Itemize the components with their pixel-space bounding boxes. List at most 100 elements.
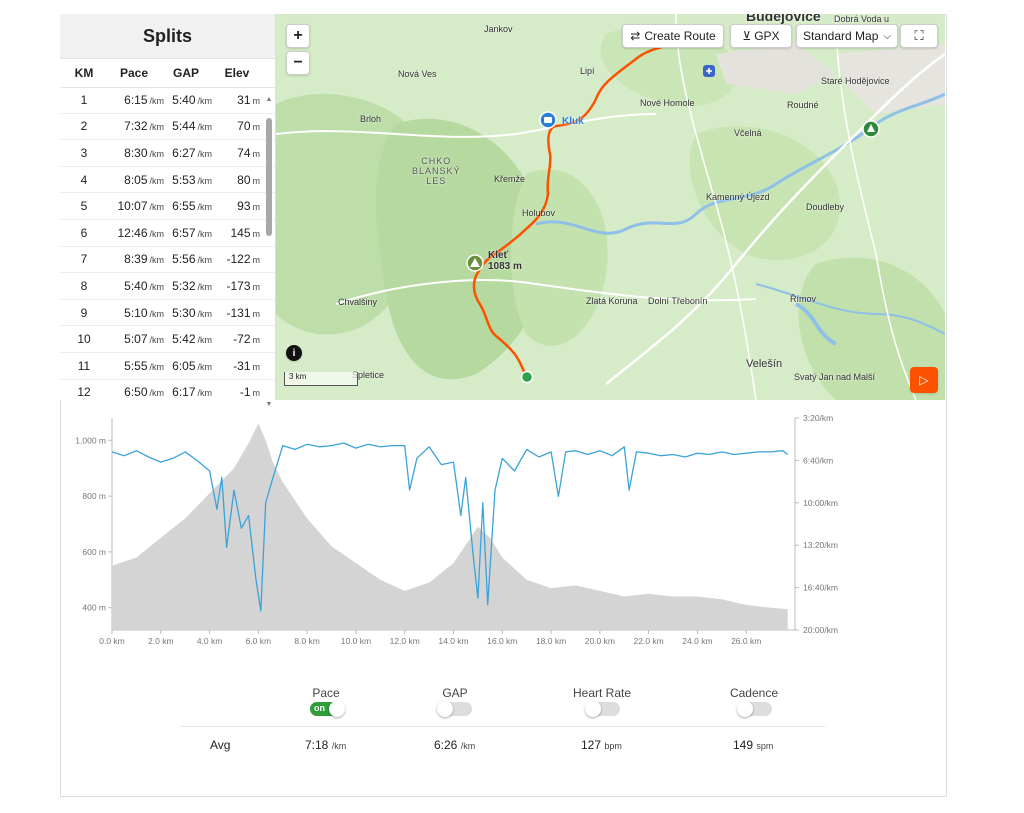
heart-rate-toggle-knob <box>585 701 601 717</box>
split-row[interactable]: 5 10:07/km 6:55/km 93 m <box>60 193 275 220</box>
split-elev-value: -1 <box>239 385 251 400</box>
split-km: 2 <box>80 119 88 134</box>
heart-rate-toggle[interactable] <box>585 701 620 717</box>
zoom-in-button[interactable]: + <box>286 24 310 48</box>
split-km: 6 <box>80 225 88 240</box>
splits-panel: Splits KM Pace GAP Elev 1 6:15/km 5:40/km 3… <box>60 14 276 408</box>
split-gap: 6:27/km <box>164 146 212 160</box>
split-elev: 74 m <box>212 146 260 160</box>
avg-pace-value: 7:18 <box>305 738 329 752</box>
heart-rate-toggle-label: Heart Rate <box>572 686 632 700</box>
splits-table-body[interactable]: 1 6:15/km 5:40/km 31 m 2 7:32/km 5:44/km 70 m 3 8:3… <box>60 87 275 400</box>
y-right-tick-label: 13:20/km <box>803 540 838 550</box>
split-gap: 5:40/km <box>164 93 212 107</box>
split-elev: 145 m <box>212 226 260 240</box>
col-pace: Pace <box>119 66 149 80</box>
split-elev: -1 m <box>212 385 260 399</box>
split-row[interactable]: 4 8:05/km 5:53/km 80 m <box>60 167 275 194</box>
split-row[interactable]: 10 5:07/km 5:42/km -72 m <box>60 326 275 353</box>
elevation-area <box>112 423 788 630</box>
map-label-dobra-voda: Dobrá Voda u <box>834 14 890 24</box>
split-row[interactable]: 7 8:39/km 5:56/km -122 m <box>60 247 275 274</box>
fullscreen-button[interactable]: ⛶ <box>900 24 938 48</box>
y-left-tick-label: 400 m <box>82 603 106 613</box>
gpx-button[interactable]: ⊻ GPX <box>730 24 792 48</box>
split-pace: 8:39/km <box>108 252 164 266</box>
scroll-down-icon[interactable]: ▼ <box>265 401 273 408</box>
split-km: 10 <box>77 332 91 347</box>
x-tick-label: 8.0 km <box>294 636 320 646</box>
split-row[interactable]: 11 5:55/km 6:05/km -31 m <box>60 353 275 380</box>
map-label-kamenny-ujezd: Kamenný Újezd <box>706 192 770 202</box>
split-gap-value: 6:27 <box>172 145 196 160</box>
elevation-pace-chart[interactable]: 0.0 km 2.0 km 4.0 km 6.0 km 8.0 km 10.0 km 12.… <box>60 400 945 660</box>
pace-toggle-on-text: on <box>314 703 325 713</box>
split-pace-unit: /km <box>149 202 165 213</box>
split-gap-unit: /km <box>197 255 213 266</box>
cadence-toggle-label: Cadence <box>729 686 779 700</box>
map-style-select[interactable]: Standard Map ⌵ <box>796 24 898 48</box>
split-gap-value: 5:30 <box>172 305 196 320</box>
flyover-play-button[interactable]: ▷ <box>910 367 938 393</box>
gap-toggle[interactable] <box>437 701 472 717</box>
split-elev-unit: m <box>252 228 261 239</box>
split-pace-value: 6:50 <box>124 385 148 400</box>
split-gap-value: 5:53 <box>172 172 196 187</box>
split-elev-unit: m <box>252 148 261 159</box>
map-label-klet: Kleť 1083 m <box>488 250 522 272</box>
split-row[interactable]: 3 8:30/km 6:27/km 74 m <box>60 140 275 167</box>
splits-scrollbar[interactable]: ▲ ▼ <box>265 96 273 408</box>
split-row[interactable]: 1 6:15/km 5:40/km 31 m <box>60 87 275 114</box>
create-route-button[interactable]: ⇄ Create Route <box>622 24 724 48</box>
split-pace-unit: /km <box>149 148 165 159</box>
split-elev-unit: m <box>252 202 261 213</box>
avg-gap: 6:26 /km <box>434 738 475 752</box>
split-gap-unit: /km <box>197 148 213 159</box>
map-label-zlata-koruna: Zlatá Koruna <box>586 296 638 306</box>
cadence-toggle[interactable] <box>737 701 772 717</box>
split-pace-value: 8:05 <box>124 172 148 187</box>
map-label-brloh: Brloh <box>360 114 382 124</box>
x-tick-label: 2.0 km <box>148 636 174 646</box>
split-pace: 5:07/km <box>108 332 164 346</box>
route-map[interactable]: Budějovice Dobrá Voda u Jankov Nová Ves … <box>276 14 945 400</box>
split-gap-value: 5:40 <box>172 92 196 107</box>
split-pace-unit: /km <box>149 228 165 239</box>
split-row[interactable]: 12 6:50/km 6:17/km -1 m <box>60 380 275 400</box>
map-label-roudne: Roudné <box>787 100 819 110</box>
split-row[interactable]: 8 5:40/km 5:32/km -173 m <box>60 273 275 300</box>
split-pace-unit: /km <box>149 281 165 292</box>
split-elev-value: -131 <box>226 305 251 320</box>
split-row[interactable]: 6 12:46/km 6:57/km 145 m <box>60 220 275 247</box>
split-elev-value: -31 <box>233 358 251 373</box>
zoom-out-button[interactable]: − <box>286 51 310 75</box>
info-button[interactable]: i <box>286 345 302 361</box>
split-elev-value: -173 <box>226 278 251 293</box>
split-row[interactable]: 2 7:32/km 5:44/km 70 m <box>60 114 275 141</box>
y-right-tick-label: 20:00/km <box>803 625 838 635</box>
pace-toggle[interactable]: on <box>310 701 345 717</box>
scroll-up-icon[interactable]: ▲ <box>265 96 273 103</box>
split-pace-value: 5:07 <box>124 332 148 347</box>
split-pace: 6:15/km <box>108 93 164 107</box>
split-pace: 12:46/km <box>108 226 164 240</box>
chevron-down-icon: ⌵ <box>883 30 891 42</box>
split-elev-value: 145 <box>230 225 251 240</box>
scroll-thumb[interactable] <box>266 118 272 236</box>
map-label-stare-hodejovice: Staré Hodějovice <box>821 76 890 86</box>
split-elev: 70 m <box>212 119 260 133</box>
avg-pace-unit: /km <box>331 741 347 751</box>
split-gap: 5:32/km <box>164 279 212 293</box>
split-gap: 6:55/km <box>164 199 212 213</box>
split-elev: -72 m <box>212 332 260 346</box>
split-gap-unit: /km <box>197 228 213 239</box>
split-pace-unit: /km <box>149 388 165 399</box>
download-icon: ⊻ <box>742 29 752 43</box>
split-km: 1 <box>80 92 88 107</box>
split-elev-unit: m <box>252 122 261 133</box>
split-gap-value: 5:32 <box>172 278 196 293</box>
map-label-nove-homole: Nové Homole <box>640 98 695 108</box>
gap-toggle-knob <box>437 701 453 717</box>
split-row[interactable]: 9 5:10/km 5:30/km -131 m <box>60 300 275 327</box>
map-label-doudleby: Doudleby <box>806 202 845 212</box>
